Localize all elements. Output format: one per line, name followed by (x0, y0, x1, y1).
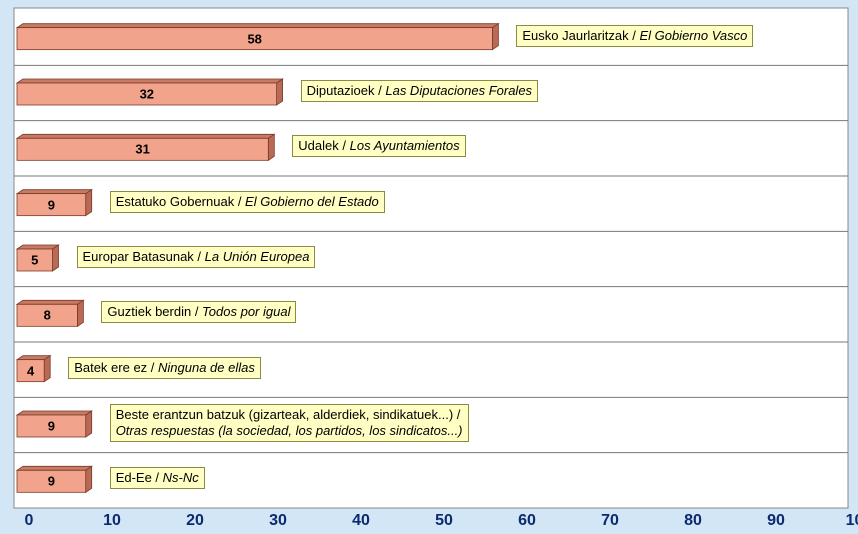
category-label: Ed-Ee / Ns-Nc (109, 467, 205, 490)
bar-side (77, 299, 84, 328)
bar (16, 193, 87, 217)
value-label: 58 (247, 31, 262, 47)
value-label: 9 (47, 197, 55, 213)
bar (16, 414, 87, 438)
x-tick-label: 60 (518, 512, 536, 529)
x-tick-label: 0 (24, 512, 34, 529)
bar (16, 248, 53, 272)
bar-top (15, 465, 94, 471)
bar-side (267, 133, 275, 162)
bar (16, 359, 45, 383)
x-tick-label: 40 (352, 512, 370, 529)
category-label: Diputazioek / Las Diputaciones Forales (300, 80, 539, 102)
x-tick-label: 50 (435, 512, 453, 529)
x-tick-label: 20 (186, 512, 204, 529)
x-tick-label: 100 (845, 512, 858, 529)
bar-side (85, 410, 93, 438)
bar (16, 303, 78, 327)
x-tick-label: 30 (269, 512, 287, 529)
bar-top (15, 244, 60, 250)
bar (16, 82, 278, 106)
bar (16, 469, 87, 493)
bar-top (15, 410, 94, 416)
bar-top (15, 133, 276, 139)
x-tick-label: 80 (684, 512, 702, 529)
x-tick-label: 10 (103, 512, 121, 529)
bar-side (52, 244, 59, 272)
bar-side (276, 78, 284, 106)
category-label: Estatuko Gobernuak / El Gobierno del Est… (109, 190, 385, 213)
value-label: 9 (47, 418, 55, 434)
bar-side (85, 188, 93, 217)
bar (16, 137, 269, 161)
bar-side (85, 465, 93, 494)
value-label: 31 (135, 141, 150, 157)
category-label: Beste erantzun batzuk (gizarteak, alderd… (109, 404, 469, 442)
category-label: Guztiek berdin / Todos por igual (101, 301, 297, 324)
value-label: 5 (31, 252, 39, 268)
category-label: Eusko Jaurlaritzak / El Gobierno Vasco (516, 24, 754, 47)
category-label: Udalek / Los Ayuntamientos (292, 135, 466, 158)
category-label: Europar Batasunak / La Unión Europea (76, 246, 316, 268)
bar-top (15, 78, 284, 84)
category-label: Batek ere ez / Ninguna de ellas (68, 356, 261, 379)
bar-top (15, 189, 94, 195)
bar-top (15, 23, 500, 29)
bar (16, 27, 493, 51)
x-tick-label: 70 (601, 512, 619, 529)
value-label: 4 (26, 363, 35, 379)
bar-top (15, 299, 85, 305)
value-label: 8 (43, 307, 51, 323)
bar-side (491, 22, 499, 51)
bar-side (43, 354, 51, 383)
value-label: 9 (47, 473, 55, 489)
value-label: 32 (139, 86, 155, 102)
x-tick-label: 90 (767, 512, 785, 529)
